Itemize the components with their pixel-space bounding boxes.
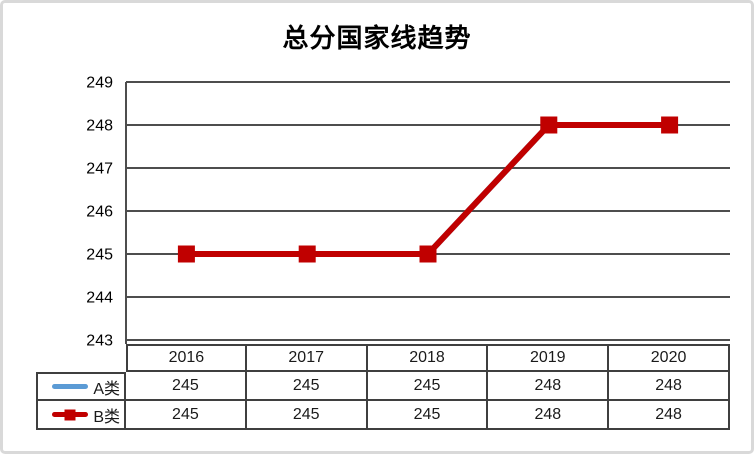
y-tick-label: 249	[86, 75, 113, 92]
table-header-cell: 2016	[126, 344, 247, 372]
table-cell: 245	[246, 401, 368, 430]
legend-cell-a: A类	[36, 372, 126, 401]
table-cell: 245	[367, 372, 489, 401]
table-cell: 248	[609, 401, 730, 430]
table-cell: 248	[609, 372, 730, 401]
y-tick-label: 246	[86, 204, 113, 221]
y-tick-label: 245	[86, 247, 113, 264]
table-header-cell: 2020	[609, 344, 730, 372]
table-cell: 245	[367, 401, 489, 430]
table-header-cell: 2019	[488, 344, 610, 372]
y-tick-label: 248	[86, 118, 113, 135]
data-point-marker	[298, 245, 316, 263]
table-cell: 245	[126, 401, 247, 430]
data-point-marker	[661, 116, 679, 134]
table-header-cell: 2018	[367, 344, 489, 372]
data-point-marker	[419, 245, 437, 263]
legend-cell-b: B类	[36, 401, 126, 430]
table-cell: 248	[488, 401, 610, 430]
legend-marker-square-icon	[64, 409, 76, 420]
data-point-marker	[540, 116, 558, 134]
legend-label: B类	[93, 408, 120, 426]
table-cell: 245	[126, 372, 247, 401]
table-corner-cell	[36, 344, 126, 372]
legend-label: A类	[93, 380, 120, 398]
y-tick-label: 244	[86, 290, 113, 307]
legend-line-b-icon	[52, 409, 89, 420]
table-cell: 248	[488, 372, 610, 401]
series-line-b	[186, 122, 670, 257]
legend-line-a-icon	[52, 384, 89, 389]
table-cell: 245	[246, 372, 368, 401]
chart-title: 总分国家线趋势	[282, 24, 472, 53]
y-tick-label: 247	[86, 161, 113, 178]
data-point-marker	[177, 245, 195, 263]
y-tick-label: 243	[86, 333, 113, 350]
line-chart-plot: 249 248 247 246 245 244 243	[86, 75, 730, 350]
series-line-a	[186, 122, 670, 257]
data-table: 2016 2017 2018 2019 2020 A类 245 245 245 248 248 B类 2…	[36, 344, 730, 430]
table-header-cell: 2017	[246, 344, 368, 372]
